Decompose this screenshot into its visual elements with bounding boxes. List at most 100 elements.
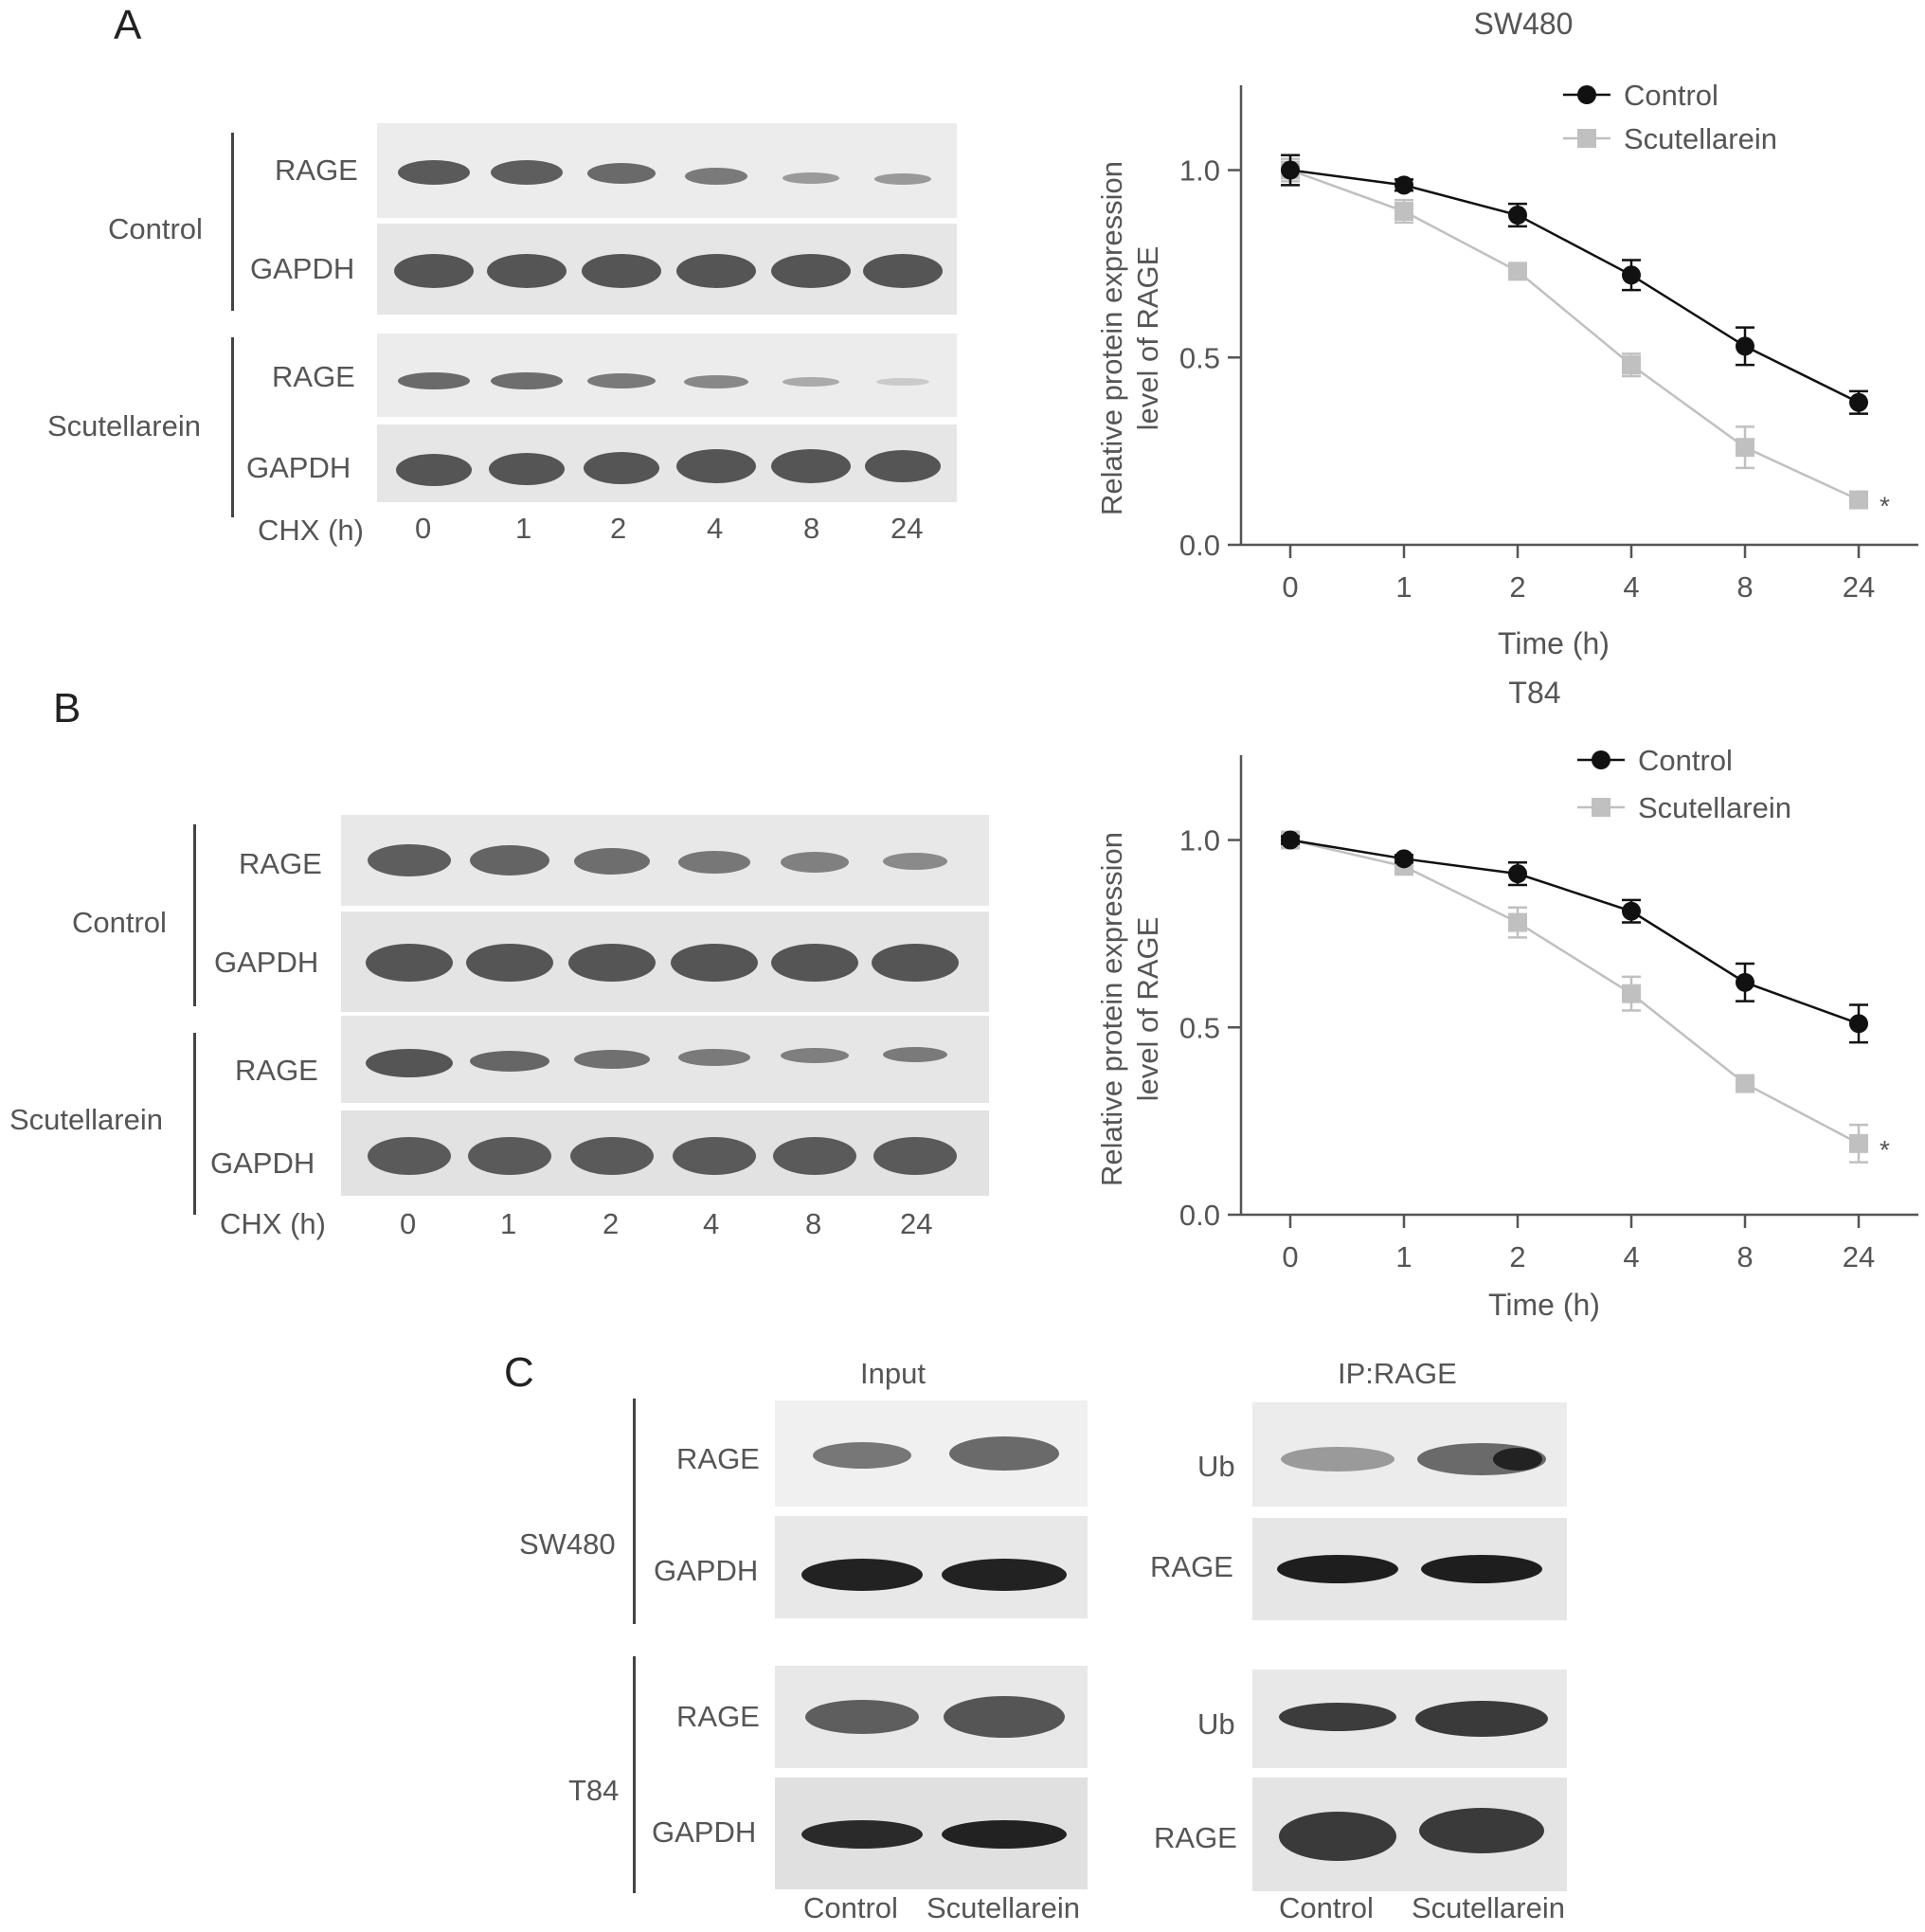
x-tick-label: 1 <box>1395 1240 1412 1273</box>
data-point-scutellarein <box>1622 355 1641 375</box>
protein-label-rage: RAGE <box>1154 1821 1237 1854</box>
blot-strip-gapdh-sw480 <box>775 1516 1088 1618</box>
group-bracket-control <box>231 133 234 311</box>
data-point-control <box>1736 972 1754 992</box>
blot-strip-rage-scutellarein <box>377 334 957 417</box>
group-label-scutellarein: Scutellarein <box>47 409 201 442</box>
ip-title: IP:RAGE <box>1338 1357 1457 1390</box>
protein-label-gapdh: GAPDH <box>214 946 319 979</box>
chart-title: SW480 <box>1474 7 1574 41</box>
protein-label-rage: RAGE <box>235 1054 318 1087</box>
data-point-scutellarein <box>1508 262 1527 281</box>
lane-label-control: Control <box>803 1891 898 1924</box>
data-point-scutellarein <box>1849 1133 1868 1153</box>
y-tick-label: 0.0 <box>1179 529 1220 562</box>
blot-strip-gapdh-scutellarein <box>377 424 957 502</box>
blot-strip-gapdh-scutellarein <box>341 1110 989 1196</box>
y-tick-label: 1.0 <box>1179 824 1220 858</box>
x-tick-label: 24 <box>1843 570 1875 604</box>
blot-strip-rage-control <box>341 815 989 906</box>
protein-label-gapdh: GAPDH <box>250 252 355 285</box>
lane-label: 1 <box>500 1207 517 1240</box>
data-point-control <box>1281 160 1300 180</box>
legend-marker-circle <box>1577 85 1596 104</box>
legend-marker-square <box>1577 129 1596 148</box>
y-axis-label-line: level of RAGE <box>1131 917 1164 1102</box>
lane-label-scutellarein: Scutellarein <box>1412 1891 1565 1924</box>
cell-line-label-sw480: SW480 <box>519 1527 616 1561</box>
data-point-control <box>1622 265 1641 285</box>
data-point-control <box>1849 392 1868 412</box>
lane-label: 0 <box>415 512 432 545</box>
y-axis-label: Relative protein expressionlevel of RAGE <box>1095 832 1164 1186</box>
data-point-control <box>1281 830 1300 850</box>
blot-strip-rage-ip-sw480 <box>1252 1518 1567 1620</box>
x-tick-label: 8 <box>1736 570 1753 604</box>
data-point-control <box>1849 1014 1868 1034</box>
x-tick-label: 24 <box>1843 1240 1875 1273</box>
blot-strip-rage-control <box>377 123 957 218</box>
series-line-scutellarein <box>1289 169 1860 501</box>
group-bracket-scutellarein <box>193 1033 196 1215</box>
group-bracket-sw480 <box>633 1399 636 1624</box>
blot-strip-rage-t84 <box>775 1666 1088 1768</box>
data-point-scutellarein <box>1622 984 1641 1003</box>
series-line-scutellarein <box>1289 839 1860 1145</box>
legend-marker-circle <box>1592 750 1610 769</box>
y-tick-label: 1.0 <box>1179 154 1220 188</box>
data-point-scutellarein <box>1736 1074 1754 1093</box>
western-blot-a <box>377 123 957 502</box>
data-point-control <box>1394 849 1413 869</box>
panel-label-a: A <box>114 2 142 48</box>
significance-asterisk: * <box>1880 492 1890 521</box>
blot-strip-ub-sw480 <box>1252 1402 1567 1507</box>
series-line-control <box>1289 839 1860 1025</box>
y-tick-label: 0.5 <box>1179 341 1220 374</box>
x-tick-label: 2 <box>1509 1240 1525 1273</box>
legend-label: Scutellarein <box>1624 122 1777 155</box>
x-tick-label: 4 <box>1623 570 1639 604</box>
blot-strip-ub-t84 <box>1252 1670 1567 1768</box>
x-tick-label: 4 <box>1623 1240 1639 1273</box>
data-point-control <box>1508 864 1527 884</box>
x-axis-label: Time (h) <box>1498 626 1610 660</box>
x-tick-label: 8 <box>1736 1240 1753 1273</box>
x-tick-label: 2 <box>1509 570 1525 604</box>
group-bracket-scutellarein <box>231 337 234 517</box>
lane-label: 24 <box>900 1207 933 1240</box>
group-bracket-t84 <box>633 1656 636 1893</box>
protein-label-rage: RAGE <box>1150 1550 1233 1583</box>
x-tick-label: 1 <box>1395 570 1412 604</box>
protein-label-gapdh: GAPDH <box>210 1147 315 1180</box>
data-point-scutellarein <box>1508 912 1527 932</box>
legend-marker-square <box>1592 798 1610 817</box>
y-tick-label: 0.0 <box>1179 1199 1220 1232</box>
protein-label-gapdh: GAPDH <box>654 1554 759 1587</box>
lane-axis-label: CHX (h) <box>258 514 364 547</box>
lane-axis-label: CHX (h) <box>220 1207 326 1240</box>
protein-label-rage: RAGE <box>676 1700 760 1733</box>
western-blot-c-ip <box>1252 1402 1567 1891</box>
lane-label: 0 <box>400 1207 417 1240</box>
protein-label-rage: RAGE <box>272 360 355 393</box>
legend-label: Scutellarein <box>1638 791 1791 824</box>
x-tick-label: 0 <box>1282 1240 1298 1273</box>
group-label-scutellarein: Scutellarein <box>9 1103 163 1136</box>
data-point-scutellarein <box>1849 490 1868 510</box>
blot-strip-rage-scutellarein <box>341 1016 989 1103</box>
y-axis-label-line: level of RAGE <box>1131 246 1164 431</box>
protein-label-gapdh: GAPDH <box>652 1815 757 1849</box>
protein-label-rage: RAGE <box>676 1442 760 1475</box>
protein-label-rage: RAGE <box>275 153 358 187</box>
lane-label: 2 <box>610 512 627 545</box>
legend-label: Control <box>1638 744 1733 777</box>
blot-strip-rage-ip-t84 <box>1252 1778 1567 1891</box>
panel-label-c: C <box>504 1349 534 1396</box>
cell-line-label-t84: T84 <box>568 1774 620 1807</box>
data-point-control <box>1736 336 1754 356</box>
blot-strip-gapdh-control <box>377 224 957 315</box>
protein-label-gapdh: GAPDH <box>246 451 351 484</box>
western-blot-b <box>341 815 989 1196</box>
